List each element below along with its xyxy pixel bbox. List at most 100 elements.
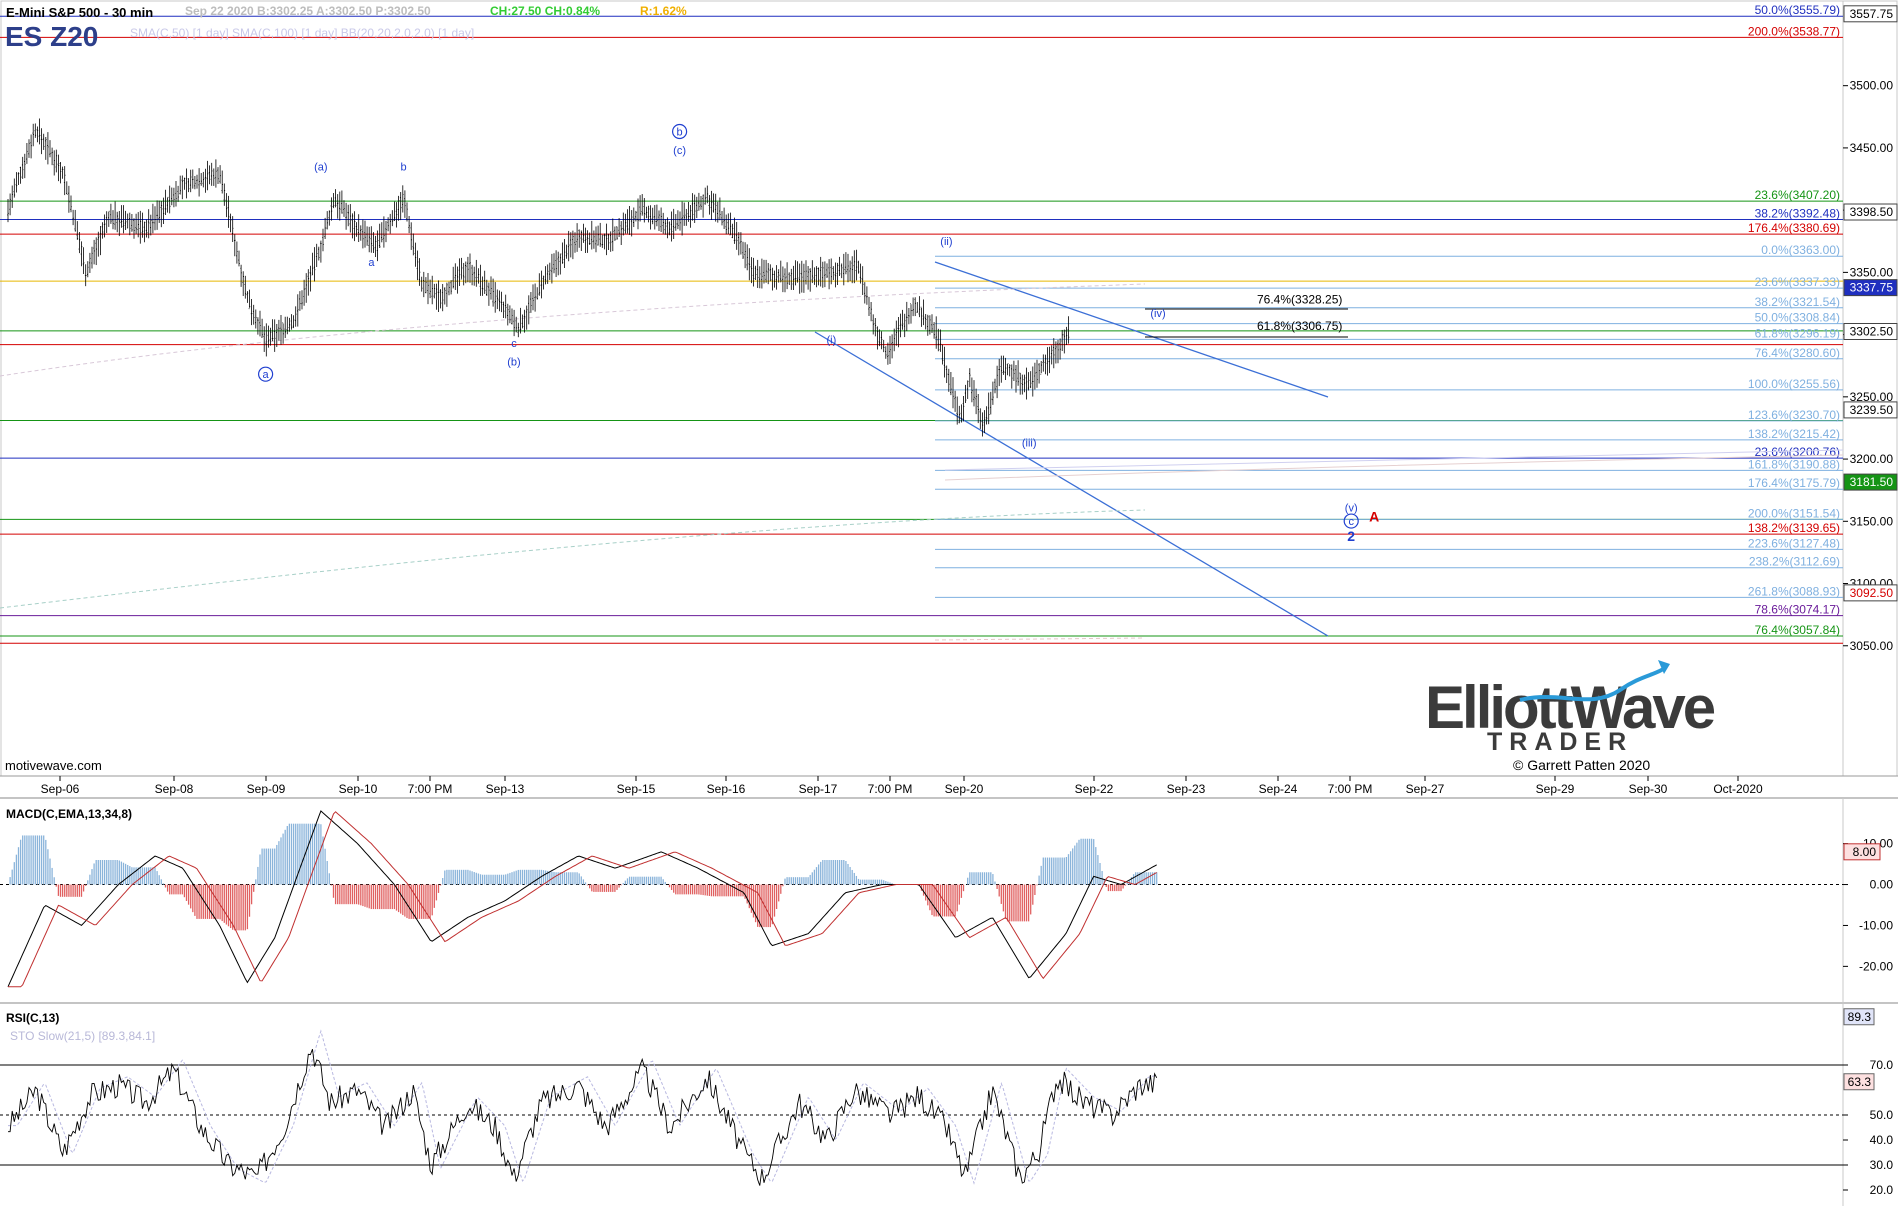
wave-label: (v) [1345,502,1358,514]
price-box [1843,473,1898,491]
rsi-value-label: 63.3 [1848,1075,1872,1089]
fib-label: 50.0%(3308.84) [1755,311,1840,325]
price-box [1843,203,1898,221]
wave-label: c [511,338,517,350]
fib-label: 200.0%(3538.77) [1748,24,1840,38]
channel-lower-line [814,331,1329,637]
x-tick-label: Sep-30 [1629,782,1668,796]
projection-label: 76.4%(3328.25) [1257,292,1342,306]
price-box [1843,279,1898,297]
macd-series: 10.000.00-10.00-20.008.00 [0,810,1894,988]
price-box [1843,322,1898,340]
fib-label: 23.6%(3407.20) [1755,188,1840,202]
x-tick-label: Sep-09 [247,782,286,796]
macd-y-label: -10.00 [1859,918,1893,932]
price-box-label: 3092.50 [1850,586,1894,600]
rsi-value-box [1843,1073,1875,1091]
wave-label: (iv) [1150,308,1165,320]
fib-label: 100.0%(3255.56) [1748,377,1840,391]
x-tick-label: Sep-22 [1075,782,1114,796]
x-tick-label: Oct-2020 [1713,782,1763,796]
symbol-label: ES Z20 [5,21,98,52]
y-tick-label: 3200.00 [1850,452,1894,466]
macd-signal-line [8,811,1157,988]
wave-label: A [1369,508,1379,524]
rsi-value-box [1843,1008,1875,1026]
y-tick-label: 3150.00 [1850,514,1894,528]
wave-circle [671,123,688,140]
wave-label: a [368,257,375,269]
rsi-y-label: 40.0 [1870,1133,1894,1147]
moving-average-curve-b [0,509,1146,609]
wave-label: (iii) [1022,438,1037,450]
projection-label: 61.8%(3306.75) [1257,319,1342,333]
rsi-y-label: 50.0 [1870,1108,1894,1122]
price-box-label: 3557.75 [1850,7,1894,21]
price-box-label: 3181.50 [1850,475,1894,489]
fib-label: 123.6%(3230.70) [1748,408,1840,422]
fib-label: 261.8%(3088.93) [1748,584,1840,598]
wave-label: b [677,126,683,138]
wave-circle [258,366,274,382]
rsi-line [8,1049,1158,1186]
rsi-y-label: 70.0 [1870,1058,1894,1072]
wave-label: b [401,161,407,173]
price-box-label: 3337.75 [1850,281,1894,295]
fib-label: 138.2%(3139.65) [1748,521,1840,535]
bollinger-lower-segment [934,637,1146,641]
rsi-title: RSI(C,13) [6,1011,59,1025]
range-line: R:1.62% [640,4,687,18]
fib-label: 200.0%(3151.54) [1748,506,1840,520]
site-watermark: motivewave.com [5,758,102,773]
price-box [1843,5,1898,23]
x-tick-label: Sep-29 [1536,782,1575,796]
x-tick-label: Sep-08 [155,782,194,796]
fib-levels: 50.0%(3555.79) 200.0%(3538.77) 23.6%(3407.… [935,3,1843,637]
wave-label: c [1348,516,1354,528]
fib-label: 38.2%(3321.54) [1755,295,1840,309]
logo-arrow-icon [1658,660,1670,674]
chart-title: E-Mini S&P 500 - 30 min [6,5,153,20]
fib-label: 76.4%(3057.84) [1755,623,1840,637]
x-tick-label: Sep-20 [945,782,984,796]
x-tick-label: Sep-16 [707,782,746,796]
wave-label: a [263,369,270,381]
logo-wave-swoosh [1519,666,1667,702]
price-candles [7,118,1070,437]
channel-upper-line [934,261,1329,398]
macd-line [7,810,1157,988]
macd-y-label: -20.00 [1859,959,1893,973]
x-tick-label: Sep-06 [41,782,80,796]
price-panel [0,0,1844,777]
x-tick-label: Sep-23 [1167,782,1206,796]
fib-label: 0.0%(3363.00) [1761,243,1840,257]
rsi-y-label: 20.0 [1870,1183,1894,1197]
y-tick-label: 3350.00 [1850,265,1894,279]
wave-circle [1343,513,1359,529]
macd-y-label: 0.00 [1870,878,1894,892]
y-tick-label: 3250.00 [1850,390,1894,404]
sto-line [8,1029,1157,1185]
wave-label: (c) [673,145,686,157]
price-box-label: 3398.50 [1850,205,1894,219]
y-tick-label: 3450.00 [1850,141,1894,155]
fib-label: 50.0%(3555.79) [1755,3,1840,17]
y-tick-label: 3500.00 [1850,79,1894,93]
fib-label: 61.8%(3296.19) [1755,326,1840,340]
rsi-value-label: 89.3 [1848,1010,1872,1024]
logo-brand-line1: ElliottWave [1425,674,1715,741]
rsi-series: 70.0 50.0 40.0 30.0 20.0 89.3 63.3 [0,1008,1894,1197]
fib-label: 176.4%(3380.69) [1748,221,1840,235]
fib-label: 176.4%(3175.79) [1748,476,1840,490]
quote-line: Sep 22 2020 B:3302.25 A:3302.50 P:3302.5… [185,4,431,18]
macd-value-box [1843,843,1881,861]
price-box-label: 3239.50 [1850,403,1894,417]
x-tick-label: 7:00 PM [1328,782,1373,796]
price-boxes: 3557.75 3398.50 3337.75 3302.50 3239.50 3181.… [1843,5,1898,602]
price-box [1843,401,1898,419]
x-tick-label: Sep-10 [339,782,378,796]
wave-label: (b) [507,357,520,369]
price-axis [1842,0,1898,777]
